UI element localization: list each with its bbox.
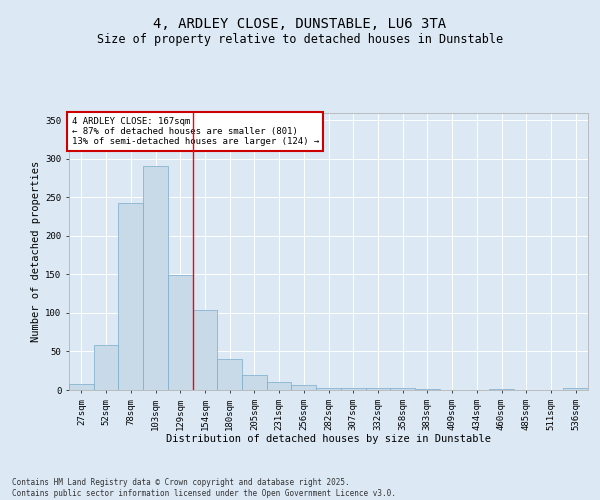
Bar — [69, 384, 94, 390]
Bar — [94, 344, 118, 390]
Text: 4, ARDLEY CLOSE, DUNSTABLE, LU6 3TA: 4, ARDLEY CLOSE, DUNSTABLE, LU6 3TA — [154, 18, 446, 32]
Bar — [168, 275, 193, 390]
Bar — [316, 388, 341, 390]
Bar — [193, 310, 217, 390]
Bar — [563, 388, 588, 390]
Bar — [341, 388, 365, 390]
X-axis label: Distribution of detached houses by size in Dunstable: Distribution of detached houses by size … — [166, 434, 491, 444]
Bar — [143, 166, 168, 390]
Y-axis label: Number of detached properties: Number of detached properties — [31, 160, 41, 342]
Bar — [267, 382, 292, 390]
Text: Contains HM Land Registry data © Crown copyright and database right 2025.
Contai: Contains HM Land Registry data © Crown c… — [12, 478, 396, 498]
Bar — [242, 374, 267, 390]
Bar — [390, 388, 415, 390]
Bar — [292, 384, 316, 390]
Bar — [118, 202, 143, 390]
Bar — [415, 389, 440, 390]
Bar — [489, 389, 514, 390]
Bar — [365, 388, 390, 390]
Text: Size of property relative to detached houses in Dunstable: Size of property relative to detached ho… — [97, 32, 503, 46]
Text: 4 ARDLEY CLOSE: 167sqm
← 87% of detached houses are smaller (801)
13% of semi-de: 4 ARDLEY CLOSE: 167sqm ← 87% of detached… — [71, 116, 319, 146]
Bar — [217, 359, 242, 390]
